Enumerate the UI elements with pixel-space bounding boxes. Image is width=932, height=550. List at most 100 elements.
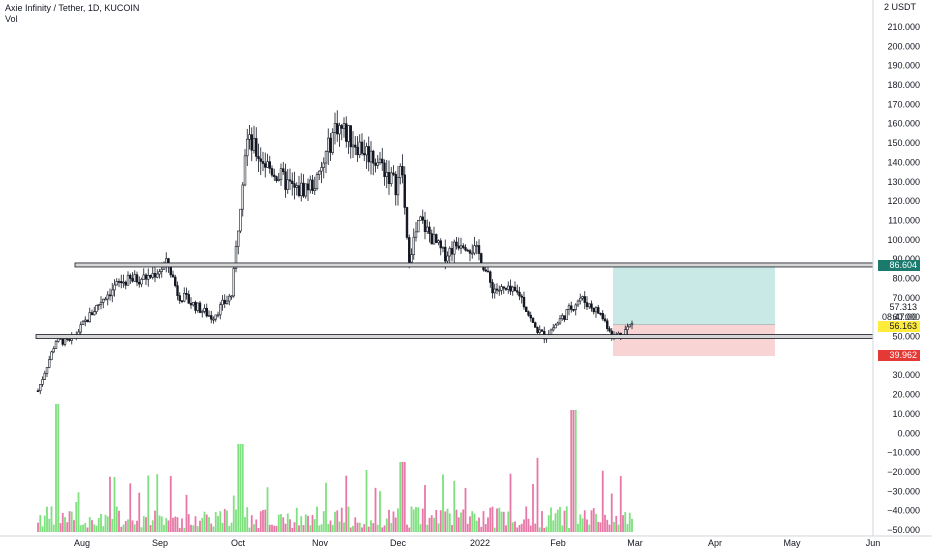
candle-body xyxy=(459,245,463,249)
candle-body xyxy=(302,182,305,197)
candle-body xyxy=(522,296,526,308)
candle-body xyxy=(284,171,287,190)
time-tick-label: Oct xyxy=(231,538,246,548)
candle-body xyxy=(484,269,487,272)
candle-body xyxy=(43,373,46,380)
candle-body xyxy=(428,226,431,234)
volume-bar xyxy=(590,510,593,532)
volume-bar xyxy=(505,525,507,532)
price-tick-label: −50.000 xyxy=(887,525,920,535)
candle-body xyxy=(126,274,130,286)
candle-body xyxy=(183,292,186,302)
price-tick-label: 50.000 xyxy=(892,332,920,342)
volume-bar xyxy=(408,527,411,532)
volume-bar xyxy=(221,522,224,532)
volume-bar xyxy=(140,527,143,532)
candle-body xyxy=(122,281,125,284)
candle-body xyxy=(261,161,265,164)
volume-bar xyxy=(37,522,39,532)
volume-bar xyxy=(430,515,433,532)
volume-bar xyxy=(451,525,453,532)
volume-bar xyxy=(376,524,379,532)
volume-bar xyxy=(111,518,114,532)
price-tick-label: 170.000 xyxy=(887,99,920,109)
candle-body xyxy=(176,285,179,296)
volume-bar xyxy=(199,520,201,532)
volume-bar xyxy=(79,525,82,532)
candle-body xyxy=(603,318,607,322)
volume-bar xyxy=(424,485,426,532)
volume-bar xyxy=(271,524,273,532)
price-tick-label: 60.000 xyxy=(892,312,920,322)
volume-bar xyxy=(295,507,298,532)
volume-bar xyxy=(273,525,276,532)
volume-bar xyxy=(50,506,53,532)
volume-bar xyxy=(329,520,332,532)
volume-bar xyxy=(264,509,267,532)
candles xyxy=(36,110,634,395)
candle-body xyxy=(120,281,123,284)
volume-bar xyxy=(595,513,597,532)
candle-body xyxy=(401,166,404,176)
time-tick-label: Aug xyxy=(74,538,90,548)
volume-bar xyxy=(75,501,78,532)
candle-body xyxy=(144,274,148,280)
candle-body xyxy=(88,312,91,323)
volume-bar xyxy=(307,515,309,532)
volume-bar xyxy=(403,462,406,532)
volume-bar xyxy=(480,526,483,532)
candle-body xyxy=(194,301,197,311)
volume-bar xyxy=(361,527,363,532)
volume-indicator-label[interactable]: Vol xyxy=(5,14,18,24)
volume-bar xyxy=(574,410,577,532)
candle-body xyxy=(383,162,386,177)
candle-body xyxy=(207,315,211,317)
volume-bar xyxy=(106,516,109,532)
volume-bar xyxy=(336,510,339,532)
volume-bar xyxy=(129,483,132,532)
volume-bar xyxy=(381,527,384,532)
volume-bar xyxy=(293,522,296,532)
volume-bar xyxy=(604,514,606,532)
candle-body xyxy=(129,274,132,279)
volume-bar xyxy=(84,522,87,532)
volume-bar xyxy=(367,526,370,532)
volume-bar xyxy=(469,516,471,532)
candle-body xyxy=(221,299,224,306)
volume-bar xyxy=(327,523,330,532)
candle-body xyxy=(444,246,447,262)
volume-bar xyxy=(298,525,300,532)
volume-bar xyxy=(219,511,222,532)
volume-bar xyxy=(318,525,321,532)
candle-body xyxy=(527,311,530,316)
candle-body xyxy=(270,168,274,176)
volume-bar xyxy=(615,515,618,532)
candle-body xyxy=(135,274,139,283)
candle-body xyxy=(288,179,292,182)
volume-bar xyxy=(322,511,325,532)
time-tick-label: Mar xyxy=(627,538,643,548)
volume-bar xyxy=(487,517,489,532)
candle-body xyxy=(507,285,510,290)
candle-body xyxy=(309,179,312,191)
price-tick-label: 190.000 xyxy=(887,61,920,71)
position-zones xyxy=(613,265,775,356)
candle-body xyxy=(464,247,467,251)
volume-bar xyxy=(201,517,204,532)
volume-bar xyxy=(489,507,492,532)
candle-body xyxy=(232,268,235,297)
currency-label: 2 USDT xyxy=(884,2,916,12)
candle-body xyxy=(412,236,415,255)
candle-body xyxy=(563,315,566,320)
target-price-badge: 86.604 xyxy=(878,260,920,272)
candle-body xyxy=(360,141,364,154)
volume-bar xyxy=(511,522,514,532)
volume-bar xyxy=(462,509,465,532)
volume-bar xyxy=(66,522,69,532)
volume-bar xyxy=(241,444,244,532)
volume-bar xyxy=(617,524,620,532)
volume-bar xyxy=(115,506,118,532)
volume-bar xyxy=(248,527,251,532)
volume-bar xyxy=(372,523,375,532)
